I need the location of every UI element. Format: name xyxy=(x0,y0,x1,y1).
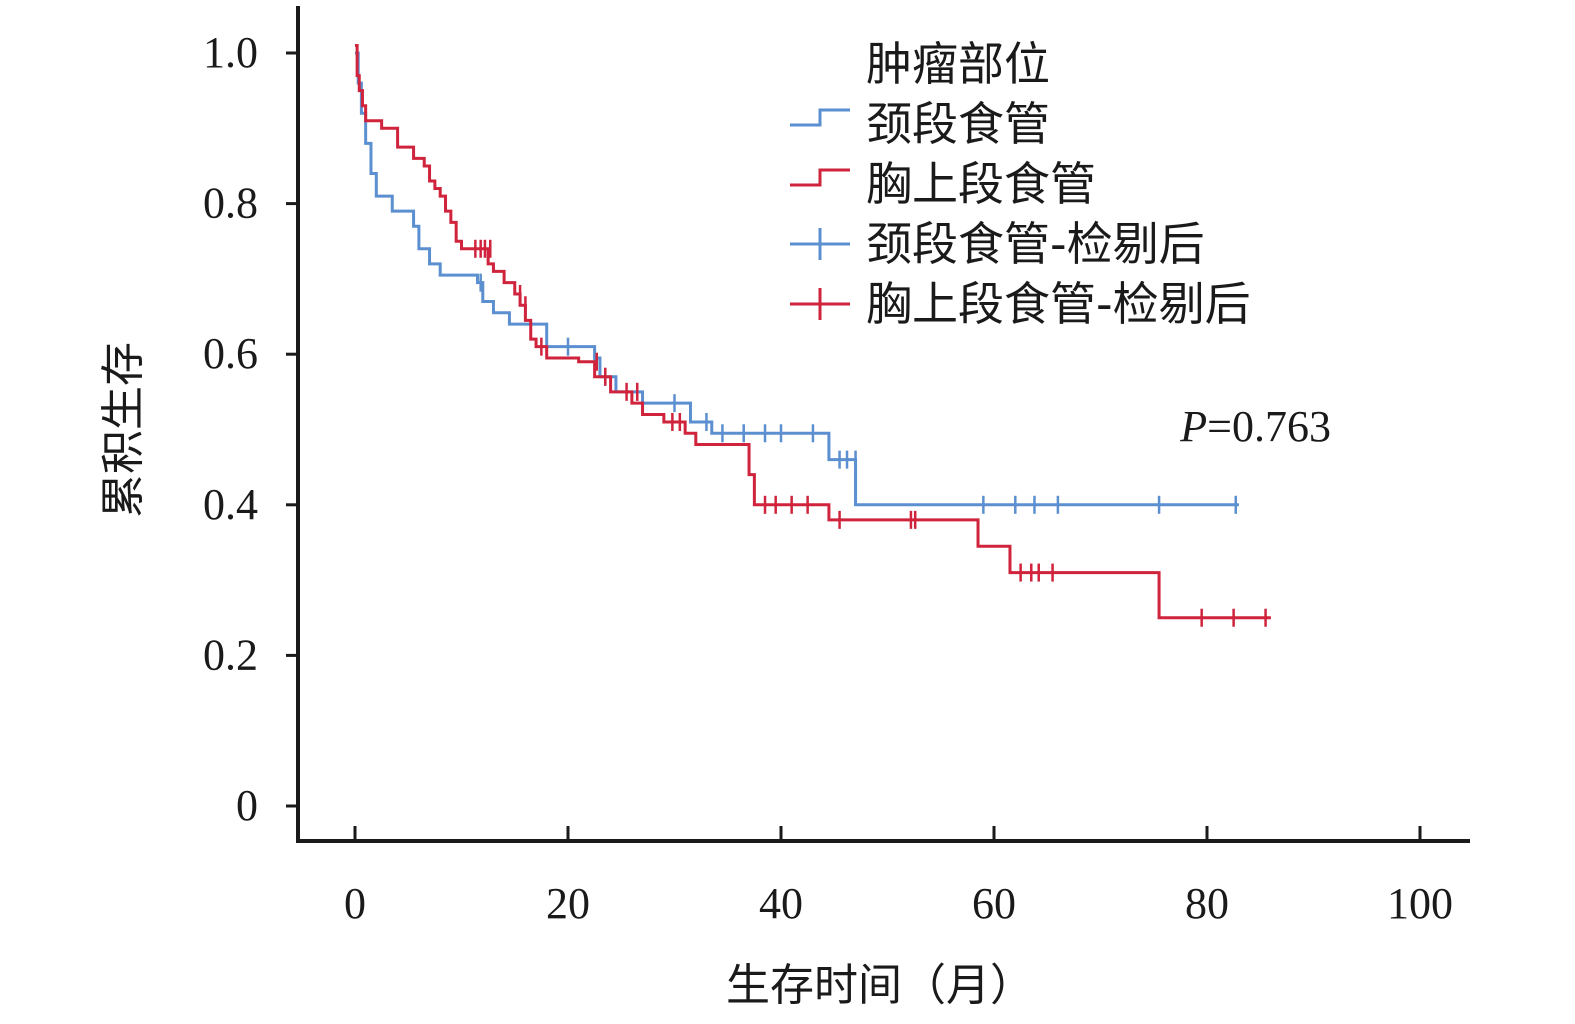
legend-step-swatch-upper-thoracic xyxy=(790,168,850,187)
legend-title: 肿瘤部位 xyxy=(866,37,1050,91)
y-tick-label: 0.2 xyxy=(203,630,258,679)
x-tick-label: 20 xyxy=(546,879,590,928)
series-upper-thoracic xyxy=(355,43,1271,627)
x-axis-title: 生存时间（月） xyxy=(726,960,1034,1011)
legend: 肿瘤部位 颈段食管 胸上段食管 颈段食管-检剔后 胸上段食管-检剔后 xyxy=(790,37,1251,331)
legend-label-cervical: 颈段食管 xyxy=(866,97,1050,151)
axis-ticks: 0 0.2 0.4 0.6 0.8 1.0 0 20 40 60 80 100 xyxy=(203,28,1453,928)
legend-label-upper-thoracic: 胸上段食管 xyxy=(866,157,1096,211)
x-tick-label: 0 xyxy=(344,879,366,928)
legend-label-upper-thoracic-censored: 胸上段食管-检剔后 xyxy=(866,277,1251,331)
y-tick-label: 0.8 xyxy=(203,179,258,228)
legend-entry-cervical-censor: 颈段食管-检剔后 xyxy=(790,217,1205,271)
legend-entry-cervical-step: 颈段食管 xyxy=(790,97,1050,151)
p-value-number: =0.763 xyxy=(1207,402,1331,451)
p-value-annotation: P=0.763 xyxy=(1179,402,1331,451)
legend-entry-upper-thoracic-censor: 胸上段食管-检剔后 xyxy=(790,277,1251,331)
x-tick-label: 40 xyxy=(759,879,803,928)
y-tick-label: 0.6 xyxy=(203,329,258,378)
survival-step-line xyxy=(355,43,1271,620)
p-value-symbol: P xyxy=(1179,402,1207,451)
y-tick-label: 0.4 xyxy=(203,480,258,529)
x-tick-label: 80 xyxy=(1185,879,1229,928)
plot-area xyxy=(355,43,1271,627)
x-tick-label: 100 xyxy=(1387,879,1453,928)
y-tick-label: 0 xyxy=(236,781,258,830)
x-tick-label: 60 xyxy=(972,879,1016,928)
y-axis-title: 累积生存 xyxy=(98,342,149,518)
survival-step-line xyxy=(355,51,1239,507)
legend-entry-upper-thoracic-step: 胸上段食管 xyxy=(790,157,1096,211)
legend-step-swatch-cervical xyxy=(790,108,850,127)
y-tick-label: 1.0 xyxy=(203,28,258,77)
legend-label-cervical-censored: 颈段食管-检剔后 xyxy=(866,217,1205,271)
